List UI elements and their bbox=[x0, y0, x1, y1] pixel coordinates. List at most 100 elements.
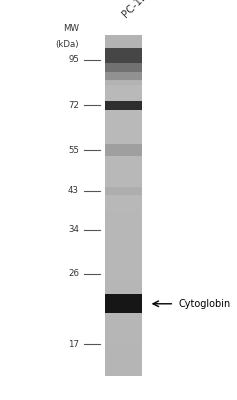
Bar bbox=[105, 35, 142, 36]
Bar bbox=[105, 237, 142, 239]
Bar bbox=[105, 222, 142, 224]
Bar bbox=[105, 82, 142, 83]
Bar bbox=[105, 333, 142, 334]
Bar bbox=[105, 285, 142, 286]
Bar bbox=[105, 177, 142, 178]
Bar bbox=[105, 367, 142, 368]
Bar bbox=[105, 194, 142, 196]
Bar bbox=[105, 330, 142, 332]
Bar bbox=[105, 242, 142, 243]
Bar bbox=[105, 214, 142, 215]
Bar bbox=[105, 175, 142, 176]
Bar bbox=[105, 110, 142, 112]
Text: 72: 72 bbox=[68, 101, 79, 110]
Bar bbox=[105, 187, 142, 189]
Bar bbox=[105, 336, 142, 338]
Bar bbox=[105, 133, 142, 134]
Bar bbox=[105, 365, 142, 366]
Bar bbox=[105, 275, 142, 276]
Bar bbox=[105, 127, 142, 128]
Bar bbox=[105, 214, 142, 216]
Bar bbox=[105, 126, 142, 128]
Bar bbox=[105, 278, 142, 280]
Bar bbox=[105, 291, 142, 292]
Text: MW: MW bbox=[63, 24, 79, 33]
Bar bbox=[105, 294, 142, 296]
Bar bbox=[105, 45, 142, 47]
Text: 26: 26 bbox=[68, 270, 79, 278]
Bar bbox=[105, 164, 142, 166]
Bar bbox=[105, 207, 142, 208]
Bar bbox=[105, 267, 142, 268]
Bar bbox=[105, 283, 142, 284]
Bar bbox=[105, 186, 142, 188]
Bar bbox=[105, 166, 142, 167]
Bar bbox=[105, 38, 142, 40]
Bar bbox=[105, 170, 142, 172]
Bar bbox=[105, 87, 142, 89]
Bar bbox=[105, 121, 142, 123]
Bar bbox=[105, 74, 142, 75]
Bar bbox=[105, 300, 142, 301]
Bar bbox=[105, 112, 142, 114]
Bar bbox=[105, 159, 142, 160]
Bar bbox=[105, 100, 142, 101]
Bar bbox=[105, 354, 142, 356]
Bar bbox=[105, 79, 142, 81]
Bar bbox=[105, 76, 142, 78]
Bar bbox=[105, 63, 142, 72]
Text: Cytoglobin: Cytoglobin bbox=[179, 299, 231, 309]
Bar bbox=[105, 190, 142, 191]
Bar bbox=[105, 326, 142, 328]
Bar bbox=[105, 266, 142, 267]
Bar bbox=[105, 294, 142, 313]
Bar bbox=[105, 345, 142, 347]
Bar bbox=[105, 185, 142, 186]
Bar bbox=[105, 232, 142, 233]
Text: (kDa): (kDa) bbox=[55, 40, 79, 49]
Bar bbox=[105, 269, 142, 271]
Bar bbox=[105, 88, 142, 90]
Bar bbox=[105, 227, 142, 229]
Bar bbox=[105, 114, 142, 115]
Bar bbox=[105, 216, 142, 217]
Bar bbox=[105, 158, 142, 159]
Bar bbox=[105, 220, 142, 222]
Bar bbox=[105, 129, 142, 131]
Bar bbox=[105, 72, 142, 80]
Bar bbox=[105, 303, 142, 305]
Bar bbox=[105, 153, 142, 155]
Bar bbox=[105, 245, 142, 247]
Bar bbox=[105, 320, 142, 322]
Bar bbox=[105, 146, 142, 148]
Bar bbox=[105, 48, 142, 49]
Bar bbox=[105, 224, 142, 225]
Bar bbox=[105, 111, 142, 113]
Bar bbox=[105, 102, 142, 104]
Bar bbox=[105, 357, 142, 358]
Bar bbox=[105, 360, 142, 362]
Bar bbox=[105, 46, 142, 48]
Bar bbox=[105, 157, 142, 158]
Bar bbox=[105, 244, 142, 246]
Bar bbox=[105, 248, 142, 249]
Bar bbox=[105, 236, 142, 238]
Text: 17: 17 bbox=[68, 340, 79, 349]
Bar bbox=[105, 282, 142, 283]
Bar bbox=[105, 349, 142, 350]
Bar bbox=[105, 225, 142, 226]
Text: 55: 55 bbox=[68, 146, 79, 154]
Bar bbox=[105, 160, 142, 162]
Bar bbox=[105, 306, 142, 307]
Bar bbox=[105, 243, 142, 244]
Bar bbox=[105, 208, 142, 209]
Bar bbox=[105, 71, 142, 73]
Bar bbox=[105, 309, 142, 310]
Bar bbox=[105, 191, 142, 192]
Bar bbox=[105, 125, 142, 126]
Bar bbox=[105, 254, 142, 256]
Bar bbox=[105, 56, 142, 57]
Bar bbox=[105, 246, 142, 248]
Bar bbox=[105, 128, 142, 130]
Bar bbox=[105, 150, 142, 151]
